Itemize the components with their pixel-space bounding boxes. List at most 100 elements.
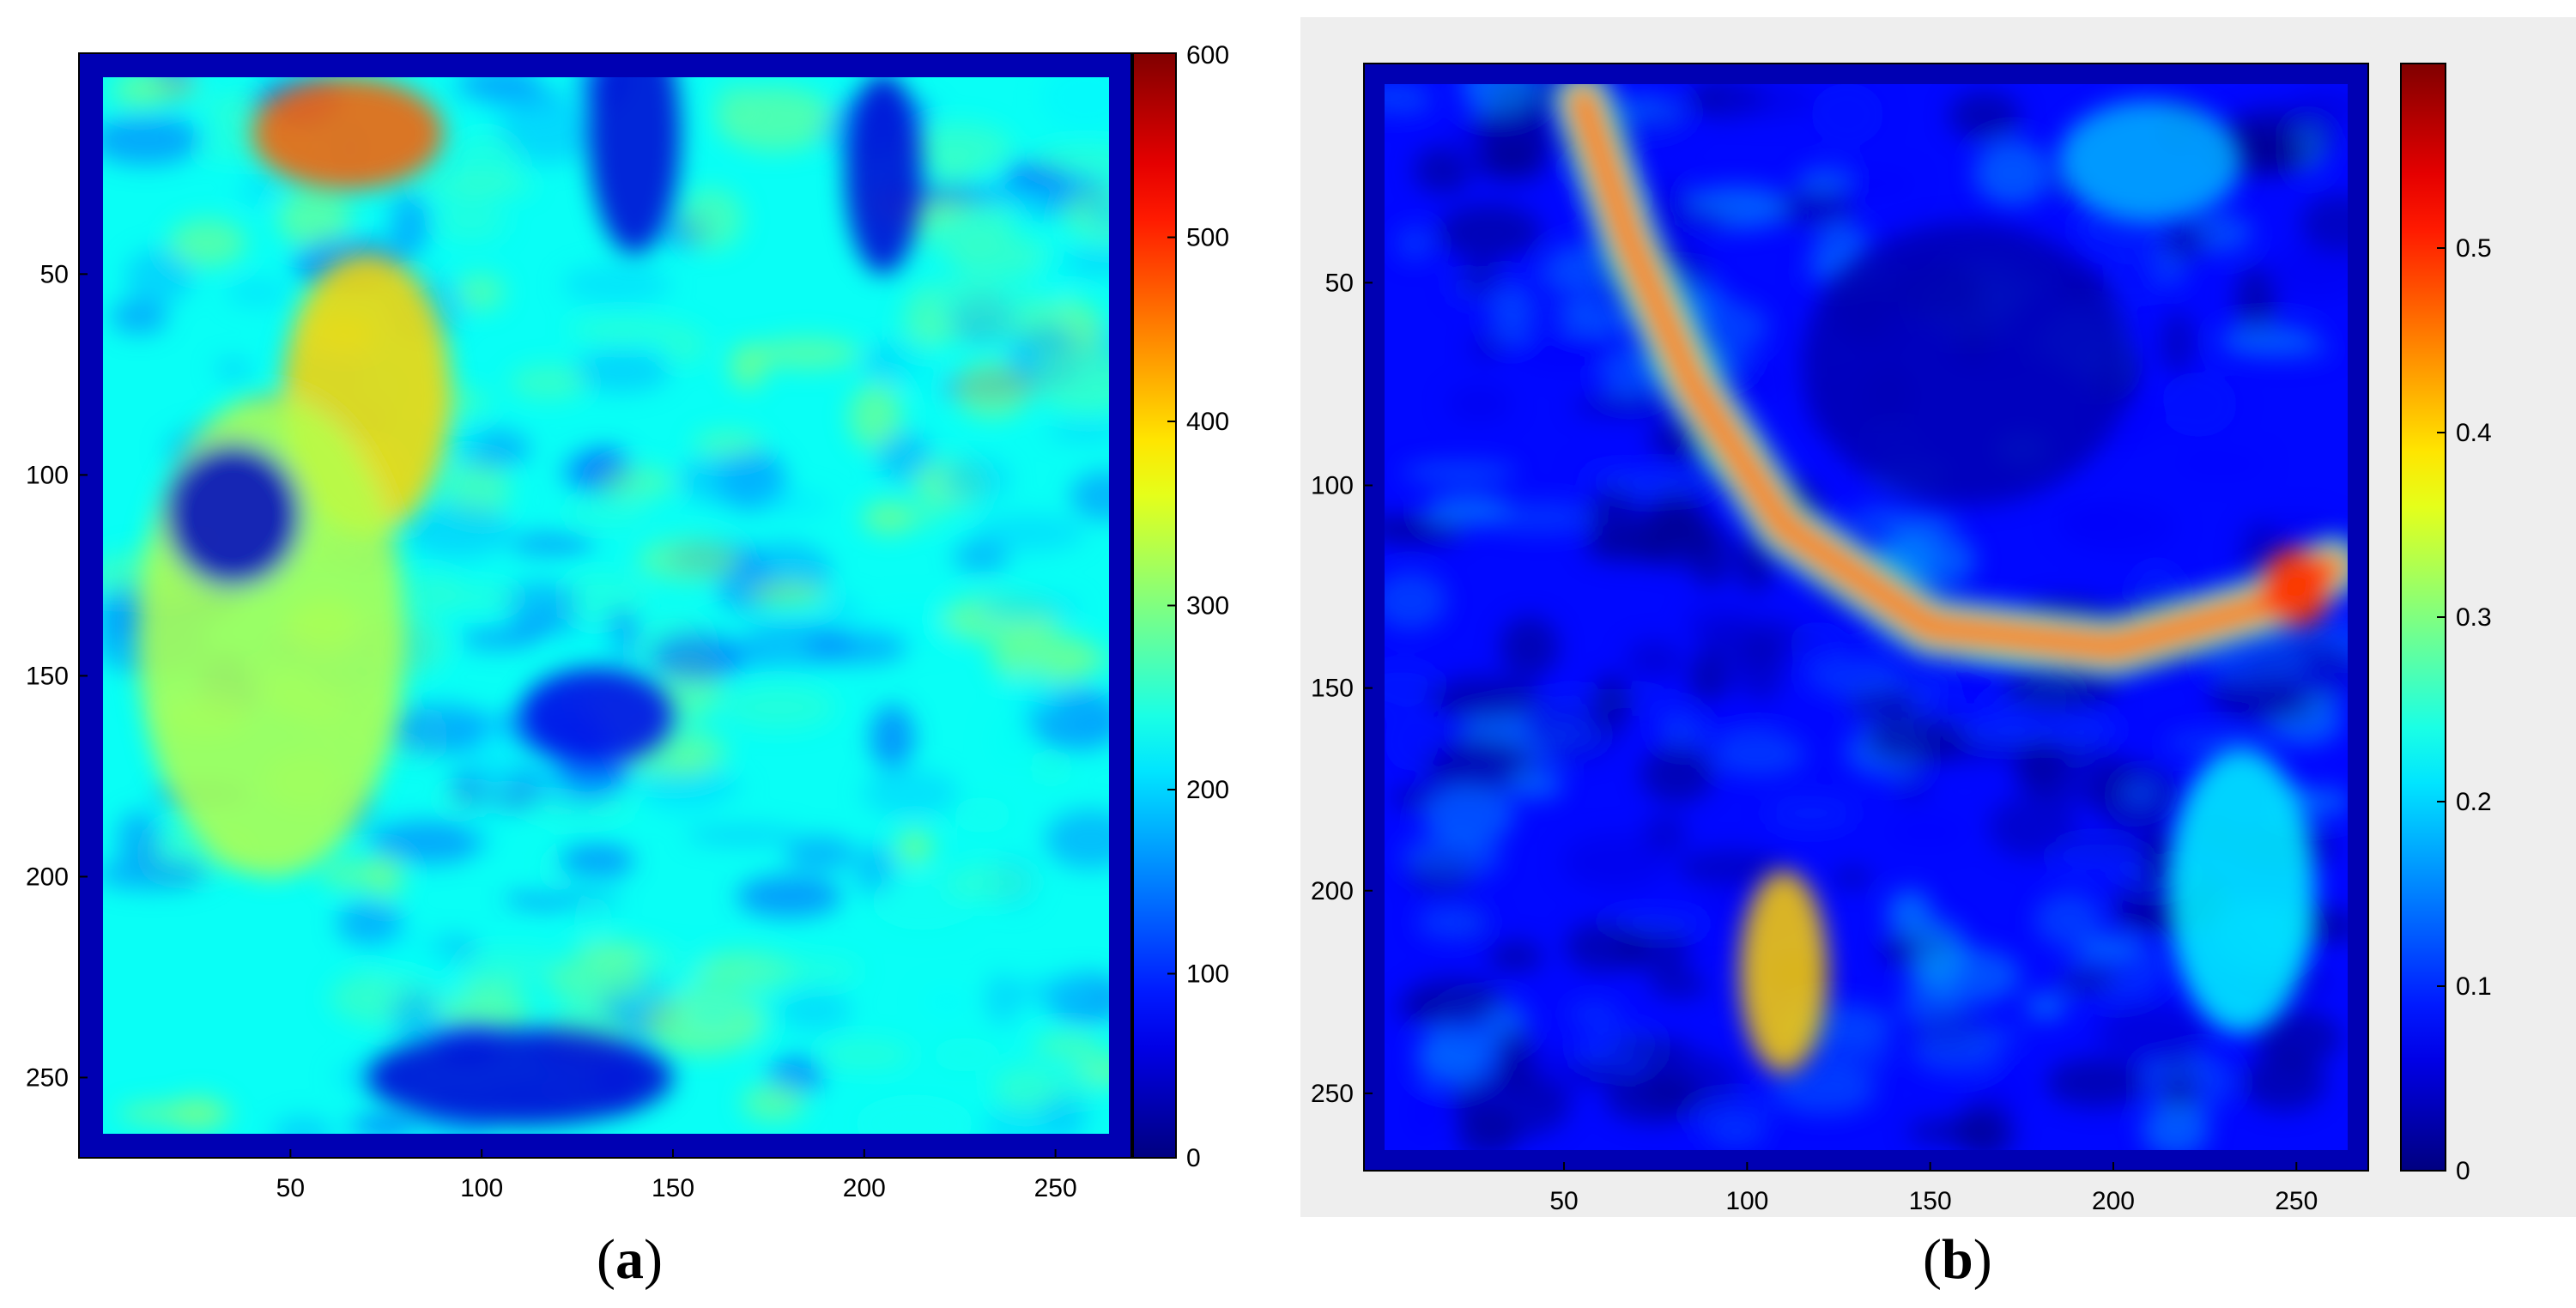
texture-blob <box>1010 977 1094 1008</box>
texture-blob <box>498 97 601 165</box>
texture-blob <box>862 768 960 818</box>
texture-blob <box>2058 970 2117 991</box>
caption-a-close: ) <box>643 1228 663 1291</box>
texture-blob <box>456 77 541 106</box>
texture-blob <box>1640 744 1714 804</box>
texture-blob <box>1421 736 1533 793</box>
texture-blob <box>971 513 1086 553</box>
texture-blob <box>1487 940 1543 972</box>
x-tick-label: 50 <box>276 1174 305 1202</box>
texture-blob <box>1056 1063 1101 1106</box>
texture-blob <box>1885 816 1968 847</box>
texture-blob <box>1489 288 1534 346</box>
texture-blob <box>1499 615 1559 679</box>
texture-blob <box>876 432 933 483</box>
texture-blob <box>435 200 506 243</box>
colorbar-tick-label: 200 <box>1186 776 1229 804</box>
texture-blob <box>685 825 803 845</box>
texture-blob <box>1904 674 1955 699</box>
y-tick-label: 50 <box>1325 269 1354 297</box>
texture-blob <box>1887 889 1933 939</box>
colorbar-tick-label: 0 <box>2456 1157 2470 1185</box>
texture-blob <box>110 298 169 335</box>
texture-blob <box>1065 712 1109 742</box>
y-tick-label: 150 <box>1311 675 1354 703</box>
texture-blob <box>2164 731 2270 754</box>
texture-blob <box>318 858 392 890</box>
x-tick-label: 100 <box>460 1174 503 1202</box>
texture-blob <box>953 796 1012 833</box>
texture-blob <box>1427 675 1542 721</box>
texture-blob <box>678 187 744 251</box>
plot-border <box>78 52 1134 1159</box>
y-tick-label: 200 <box>1311 877 1354 905</box>
texture-blob <box>1416 905 1488 940</box>
texture-blob <box>1627 104 1694 139</box>
texture-blob <box>1710 732 1806 777</box>
texture-blob <box>478 726 514 796</box>
texture-blob <box>509 365 587 400</box>
texture-blob <box>1396 225 1434 262</box>
colorbar-tick-label: 0.4 <box>2456 419 2492 447</box>
texture-blob <box>1610 1039 1693 1060</box>
heatmap-field <box>103 77 1109 1134</box>
texture-blob <box>922 985 971 1018</box>
texture-blob <box>2059 500 2178 554</box>
texture-blob <box>506 533 597 555</box>
feature-arc <box>1566 84 2348 664</box>
texture-blob <box>1385 571 1448 630</box>
texture-blob <box>573 896 612 948</box>
texture-blob <box>895 828 934 865</box>
texture-blob <box>2160 311 2196 376</box>
texture-blob <box>2024 993 2068 1020</box>
texture-blob <box>2202 641 2310 686</box>
texture-blob <box>1684 605 1754 639</box>
texture-blob <box>1070 470 1109 522</box>
texture-blob <box>741 1084 806 1122</box>
texture-blob <box>672 952 711 974</box>
texture-blob <box>346 1112 425 1134</box>
feature-high <box>1739 870 1828 1074</box>
texture-blob <box>596 466 677 500</box>
texture-blob <box>863 500 914 536</box>
texture-blob <box>1736 635 1785 702</box>
texture-blob <box>2141 827 2178 887</box>
texture-blob <box>1451 1071 1571 1139</box>
texture-blob <box>1778 189 1855 227</box>
texture-blob <box>1565 921 1646 972</box>
caption-b-open: ( <box>1923 1228 1942 1291</box>
colorbar-tick-label: 0.2 <box>2456 788 2492 816</box>
texture-blob <box>637 537 741 583</box>
x-tick-label: 150 <box>652 1174 694 1202</box>
colorbar-tick-label: 600 <box>1186 41 1229 70</box>
texture-blob <box>722 685 836 730</box>
feature-medium <box>2167 748 2315 1033</box>
texture-blob <box>854 1094 974 1134</box>
texture-blob <box>1720 84 1815 119</box>
texture-blob <box>455 273 506 312</box>
texture-blob <box>1956 1099 2015 1150</box>
texture-blob <box>2096 1004 2207 1064</box>
texture-blob <box>2160 372 2238 438</box>
texture-blob <box>894 333 940 397</box>
y-tick-label: 250 <box>1311 1080 1354 1108</box>
texture-blob <box>1512 330 1621 372</box>
texture-blob <box>2017 742 2132 805</box>
texture-blob <box>1632 506 1712 568</box>
texture-blob <box>458 977 530 995</box>
texture-blob <box>1687 650 1732 705</box>
x-tick-label: 200 <box>2092 1187 2135 1215</box>
texture-blob <box>743 957 862 984</box>
texture-blob <box>2101 256 2165 307</box>
texture-blob <box>1650 968 1707 999</box>
texture-blob <box>1839 170 1915 197</box>
texture-blob <box>1460 84 1542 115</box>
texture-blob <box>543 957 647 1002</box>
texture-blob <box>713 82 756 126</box>
texture-blob <box>567 320 683 339</box>
texture-blob <box>1765 795 1858 832</box>
texture-blob <box>277 187 352 249</box>
feature-low <box>164 442 302 588</box>
texture-blob <box>2300 194 2348 254</box>
texture-blob <box>2234 265 2278 331</box>
